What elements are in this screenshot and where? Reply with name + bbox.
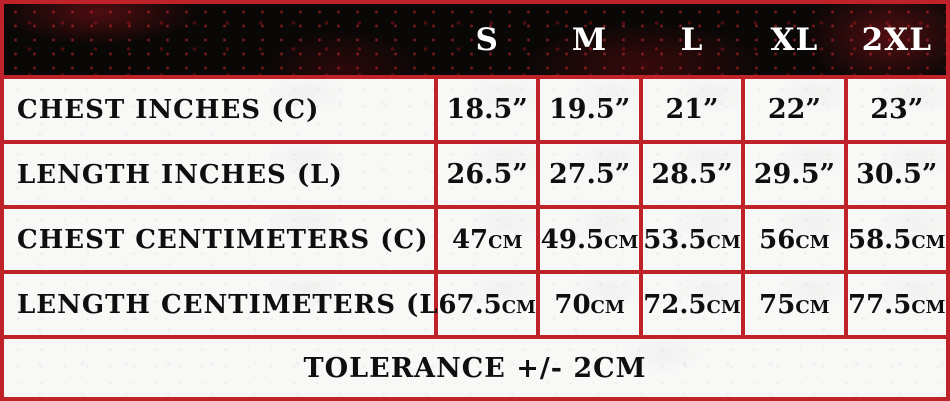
column-header-l: L [680, 21, 704, 58]
column-header-xl: XL [770, 21, 819, 58]
row-label-chest-inches: CHEST INCHES (C) [4, 79, 434, 140]
cell-chest-cm-2xl: 58.5cm [847, 209, 946, 270]
cell-chest-inches-xl: 22” [745, 79, 844, 140]
cell-length-cm-s: 67.5cm [438, 274, 537, 335]
cell-length-cm-2xl: 77.5cm [847, 274, 946, 335]
cell-length-inches-s: 26.5” [438, 144, 537, 205]
tolerance-note: TOLERANCE +/- 2CM [4, 339, 946, 397]
cell-chest-inches-2xl: 23” [847, 79, 946, 140]
cell-chest-inches-m: 19.5” [540, 79, 639, 140]
column-header-s: S [475, 21, 499, 58]
cell-length-cm-m: 70cm [540, 274, 639, 335]
cell-length-cm-l: 72.5cm [642, 274, 742, 335]
cell-chest-cm-xl: 56cm [745, 209, 844, 270]
cell-length-inches-m: 27.5” [540, 144, 639, 205]
row-label-length-inches: LENGTH INCHES (L) [4, 144, 434, 205]
cell-chest-cm-s: 47cm [438, 209, 537, 270]
cell-length-inches-xl: 29.5” [745, 144, 844, 205]
size-header-row: S M L XL 2XL [4, 4, 946, 75]
cell-length-inches-l: 28.5” [642, 144, 742, 205]
cell-length-inches-2xl: 30.5” [847, 144, 946, 205]
cell-chest-inches-l: 21” [642, 79, 742, 140]
row-label-length-centimeters: LENGTH CENTIMETERS (L) [4, 274, 451, 335]
column-header-m: M [571, 21, 608, 58]
cell-chest-cm-l: 53.5cm [642, 209, 742, 270]
cell-chest-inches-s: 18.5” [438, 79, 537, 140]
row-label-chest-centimeters: CHEST CENTIMETERS (C) [4, 209, 434, 270]
column-header-2xl: 2XL [861, 21, 932, 58]
cell-chest-cm-m: 49.5cm [540, 209, 639, 270]
cell-length-cm-xl: 75cm [745, 274, 844, 335]
